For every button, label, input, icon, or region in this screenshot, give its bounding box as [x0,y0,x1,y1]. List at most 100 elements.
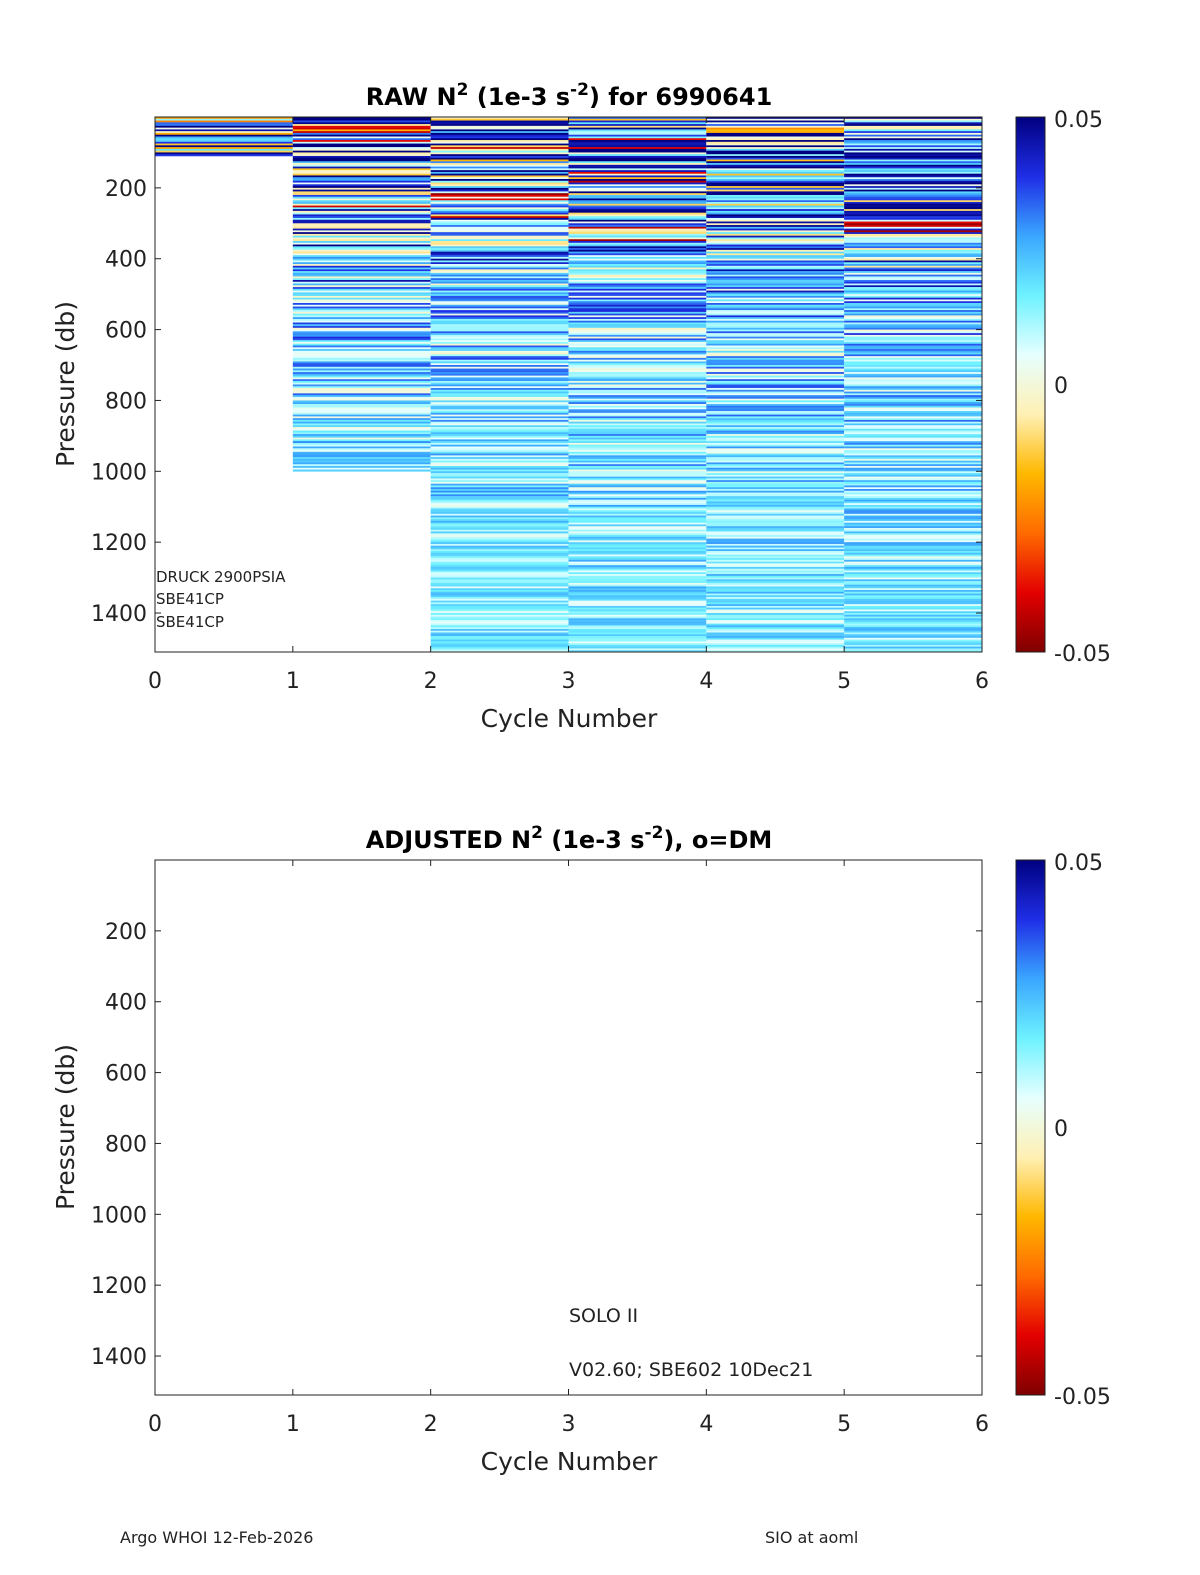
heatmap-cell [292,239,431,242]
heatmap-cell [844,510,982,513]
heatmap-cell [430,333,569,336]
heatmap-cell [430,317,569,320]
heatmap-cell [292,352,431,355]
heatmap-cell [430,271,569,274]
heatmap-cell [844,138,982,141]
y-tick-label: 1000 [91,460,147,485]
heatmap-cell [706,529,845,532]
heatmap-cell [430,175,569,178]
heatmap-cell [844,584,982,587]
heatmap-cell [292,233,431,236]
heatmap-cell [568,141,707,144]
heatmap-cell [430,294,569,297]
heatmap-cell [430,389,569,392]
heatmap-cell [568,540,707,543]
heatmap-cell [155,145,293,148]
heatmap-cell [568,552,707,555]
heatmap-cell [430,290,569,293]
heatmap-cell [844,366,982,369]
heatmap-cell [844,267,982,270]
heatmap-cell [292,434,431,437]
heatmap-cell [568,650,707,653]
heatmap-cell [706,414,845,417]
heatmap-cell [430,223,569,226]
heatmap-cell [430,579,569,582]
raw-colorbar-mid-label: 0 [1054,374,1068,399]
heatmap-cell [292,411,431,414]
heatmap-cell [844,308,982,311]
heatmap-cell [292,315,431,318]
heatmap-cell [568,430,707,433]
heatmap-cell [430,554,569,557]
heatmap-cell [568,448,707,451]
heatmap-cell [706,519,845,522]
heatmap-cell [706,182,845,185]
heatmap-cell [706,212,845,215]
heatmap-cell [844,418,982,421]
heatmap-cell [706,504,845,508]
heatmap-cell [706,125,845,128]
heatmap-cell [292,166,431,169]
heatmap-cell [568,545,707,548]
heatmap-cell [844,171,982,174]
heatmap-cell [292,194,431,198]
heatmap-cell [844,455,982,458]
heatmap-cell [568,370,707,373]
heatmap-cell [292,271,431,274]
heatmap-cell [568,276,707,279]
heatmap-cell [430,225,569,228]
heatmap-cell [706,136,845,139]
heatmap-cell [844,341,982,345]
heatmap-cell [430,200,569,203]
heatmap-cell [568,157,707,160]
heatmap-cell [706,643,845,646]
heatmap-cell [844,189,982,192]
heatmap-cell [430,457,569,460]
heatmap-cell [844,251,982,254]
heatmap-cell [706,480,845,483]
heatmap-cell [706,194,845,198]
heatmap-cell [844,223,982,226]
heatmap-cell [430,258,569,261]
heatmap-cell [568,469,707,472]
heatmap-cell [568,129,707,132]
heatmap-cell [292,248,431,251]
heatmap-cell [706,423,845,426]
heatmap-cell [706,427,845,430]
heatmap-cell [706,600,845,603]
heatmap-cell [844,159,982,162]
x-tick-label: 2 [424,1412,438,1437]
heatmap-cell [706,446,845,449]
heatmap-cell [430,380,569,384]
heatmap-cell [844,519,982,522]
heatmap-cell [292,145,431,148]
heatmap-cell [844,207,982,210]
heatmap-cell [292,432,431,435]
heatmap-cell [706,246,845,249]
heatmap-cell [844,391,982,394]
heatmap-cell [568,559,707,562]
heatmap-cell [568,145,707,148]
heatmap-cell [292,276,431,279]
heatmap-cell [706,251,845,254]
heatmap-cell [844,242,982,245]
heatmap-cell [844,628,982,632]
heatmap-cell [430,584,569,587]
heatmap-cell [706,138,845,141]
raw-colorbar-scale [1015,116,1046,653]
heatmap-cell [568,414,707,417]
heatmap-cell [568,464,707,467]
heatmap-cell [568,439,707,442]
heatmap-cell [430,246,569,249]
heatmap-cell [844,572,982,575]
heatmap-cell [844,122,982,125]
heatmap-cell [844,255,982,258]
heatmap-cell [568,543,707,547]
heatmap-cell [568,304,707,307]
heatmap-cell [706,239,845,242]
heatmap-cell [430,253,569,256]
y-tick-label: 400 [105,248,147,273]
heatmap-cell [292,439,431,442]
heatmap-cell [706,632,845,635]
heatmap-cell [292,419,431,422]
